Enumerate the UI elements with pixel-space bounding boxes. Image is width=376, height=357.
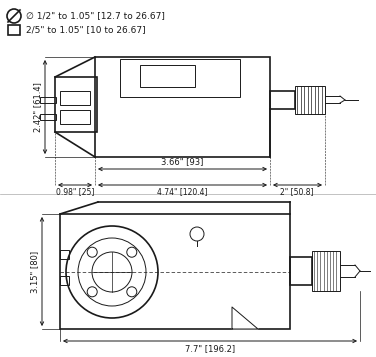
Text: 0.98" [25]: 0.98" [25]: [56, 187, 94, 196]
Bar: [60, 110, 90, 124]
Bar: [55, 77, 97, 132]
Text: 2.42" [61.4]: 2.42" [61.4]: [33, 82, 42, 132]
Text: 4.74" [120.4]: 4.74" [120.4]: [157, 187, 207, 196]
Bar: [140, 65, 195, 87]
Bar: [270, 91, 295, 109]
Bar: [120, 59, 240, 97]
Bar: [295, 86, 325, 114]
Bar: [60, 276, 69, 285]
Bar: [60, 91, 90, 105]
Text: ∅ 1/2" to 1.05" [12.7 to 26.67]: ∅ 1/2" to 1.05" [12.7 to 26.67]: [26, 11, 165, 20]
Polygon shape: [232, 307, 258, 329]
Bar: [312, 251, 340, 291]
Bar: [60, 214, 290, 329]
Bar: [8, 25, 20, 35]
Text: 7.7" [196.2]: 7.7" [196.2]: [185, 344, 235, 353]
Text: 3.15" [80]: 3.15" [80]: [30, 251, 39, 293]
Bar: [60, 250, 69, 259]
Bar: [40, 114, 56, 120]
Bar: [40, 97, 56, 103]
Text: 3.66" [93]: 3.66" [93]: [161, 157, 203, 166]
Bar: [95, 57, 270, 157]
Text: 2/5" to 1.05" [10 to 26.67]: 2/5" to 1.05" [10 to 26.67]: [26, 25, 146, 35]
Bar: [290, 257, 312, 285]
Text: 2" [50.8]: 2" [50.8]: [280, 187, 314, 196]
